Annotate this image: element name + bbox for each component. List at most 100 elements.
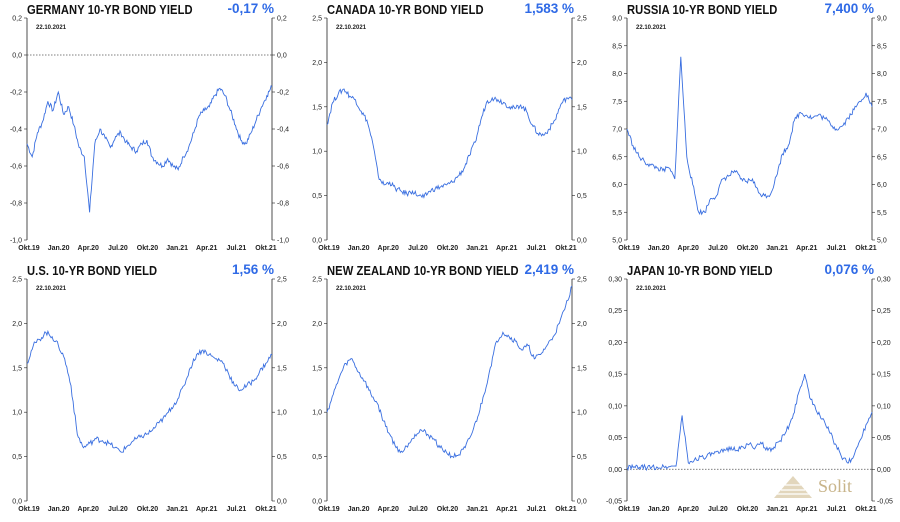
y-tick-label-left: 1,0 [12,410,22,417]
y-tick-label-left: -0,8 [10,201,22,208]
chart-title: RUSSIA 10-YR BOND YIELD [627,2,778,17]
y-tick-label-left: 0,0 [312,238,322,245]
x-tick-label: Jan.20 [48,506,70,513]
y-tick-label-left: 0,0 [12,53,22,60]
y-tick-label-left: 2,5 [12,277,22,284]
x-tick-label: Apr.20 [678,506,700,513]
y-tick-label-left: 1,0 [312,410,322,417]
y-tick-label-left: -0,05 [606,499,622,506]
y-tick-label-right: 0,30 [877,277,891,284]
x-tick-label: Jan.21 [766,506,788,513]
x-tick-label: Jan.20 [348,506,370,513]
chart-title: U.S. 10-YR BOND YIELD [27,263,158,278]
y-tick-label-right: 1,5 [277,365,287,372]
x-tick-label: Okt.21 [255,245,277,252]
y-tick-label-left: 9,0 [612,16,622,23]
y-tick-label-right: 7,5 [877,99,887,106]
y-tick-label-left: 1,5 [312,104,322,111]
x-tick-label: Jan.21 [166,245,188,252]
y-tick-label-left: 1,5 [12,365,22,372]
y-tick-label-right: 1,0 [577,149,587,156]
current-yield-value: -0,17 % [227,1,274,16]
y-tick-label-left: -0,4 [10,127,22,134]
x-tick-label: Okt.20 [137,245,159,252]
x-tick-label: Jul.20 [108,245,128,252]
y-tick-label-left: 0,05 [608,435,622,442]
chart-panel: U.S. 10-YR BOND YIELD 1,56 % 0,0 0,0 0,5 0,5 1… [0,261,300,522]
x-tick-label: Okt.19 [318,245,340,252]
x-tick-label: Okt.20 [737,506,759,513]
x-tick-label: Okt.19 [18,506,40,513]
yield-series-line [626,56,873,216]
y-tick-label-left: 1,5 [312,365,322,372]
x-tick-label: Jul.20 [708,506,728,513]
x-tick-label: Okt.19 [18,245,40,252]
y-tick-label-right: 2,0 [577,321,587,328]
date-label: 22.10.2021 [336,25,367,31]
chart-panel: JAPAN 10-YR BOND YIELD 0,076 % -0,05 -0,05 0… [600,261,900,522]
solit-logo: Solit [772,474,872,502]
y-tick-label-left: -0,2 [10,90,22,97]
y-tick-label-left: 2,0 [312,321,322,328]
y-tick-label-right: 0,5 [577,454,587,461]
y-tick-label-right: 0,5 [277,454,287,461]
y-tick-label-right: 6,5 [877,154,887,161]
y-tick-label-left: 0,5 [312,193,322,200]
y-tick-label-left: 0,15 [608,372,622,379]
x-tick-label: Apr.20 [78,506,100,513]
yield-series-line [626,373,873,472]
y-tick-label-left: 6,5 [612,154,622,161]
y-tick-label-right: 0,0 [277,499,287,506]
line-chart: -0,05 -0,05 0,00 0,00 0,05 0,05 0,10 0,10 0,15 0,… [606,277,893,514]
y-tick-label-right: 8,5 [877,43,887,50]
y-tick-label-right: -1,0 [277,238,289,245]
line-chart: 0,0 0,0 0,5 0,5 1,0 1,0 1,5 1,5 2,0 2,0 2,5 2,5 Okt.… [312,16,587,253]
y-tick-label-right: 0,00 [877,467,891,474]
x-tick-label: Apr.21 [796,245,818,252]
x-tick-label: Jul.20 [708,245,728,252]
y-tick-label-right: 0,25 [877,308,891,315]
x-tick-label: Jul.21 [526,506,546,513]
x-tick-label: Jul.20 [408,245,428,252]
y-tick-label-left: 1,0 [312,149,322,156]
x-tick-label: Okt.20 [737,245,759,252]
x-tick-label: Apr.21 [196,506,218,513]
x-tick-label: Okt.21 [855,506,877,513]
current-yield-value: 1,583 % [524,1,574,16]
chart-panel: CANADA 10-YR BOND YIELD 1,583 % 0,0 0,0 0,5 0… [300,0,600,261]
yield-series-line [26,329,273,453]
y-tick-label-right: 0,20 [877,340,891,347]
x-tick-label: Apr.21 [196,245,218,252]
y-tick-label-left: 0,0 [12,499,22,506]
y-tick-label-right: 9,0 [877,16,887,23]
line-chart: 5,0 5,0 5,5 5,5 6,0 6,0 6,5 6,5 7,0 7,0 7,5 7,5 8,0 8… [612,16,887,253]
x-tick-label: Apr.20 [378,245,400,252]
x-tick-label: Jul.21 [226,506,246,513]
x-tick-label: Okt.21 [255,506,277,513]
x-tick-label: Okt.20 [437,506,459,513]
y-tick-label-right: -0,8 [277,201,289,208]
current-yield-value: 7,400 % [824,1,874,16]
x-tick-label: Jul.20 [408,506,428,513]
x-tick-label: Jan.20 [348,245,370,252]
x-tick-label: Okt.20 [437,245,459,252]
chart-panel: RUSSIA 10-YR BOND YIELD 7,400 % 5,0 5,0 5,5 5… [600,0,900,261]
y-tick-label-left: 0,20 [608,340,622,347]
y-tick-label-right: 2,5 [277,277,287,284]
y-tick-label-right: 2,5 [577,16,587,23]
x-tick-label: Jan.20 [648,245,670,252]
chart-panel: GERMANY 10-YR BOND YIELD -0,17 % -1,0 -1,0-… [0,0,300,261]
y-tick-label-right: 0,05 [877,435,891,442]
y-tick-label-right: -0,2 [277,90,289,97]
y-tick-label-right: 1,0 [577,410,587,417]
y-tick-label-left: 7,0 [612,127,622,134]
line-chart: -1,0 -1,0 -0,8 -0,8 -0,6 -0,6 -0,4 -0,4 -0,2 -0,2… [10,16,289,253]
x-tick-label: Apr.21 [496,245,518,252]
chart-title: CANADA 10-YR BOND YIELD [327,2,484,17]
x-tick-label: Jul.21 [526,245,546,252]
y-tick-label-left: 2,0 [12,321,22,328]
y-tick-label-right: -0,4 [277,127,289,134]
x-tick-label: Apr.20 [678,245,700,252]
x-tick-label: Apr.21 [796,506,818,513]
